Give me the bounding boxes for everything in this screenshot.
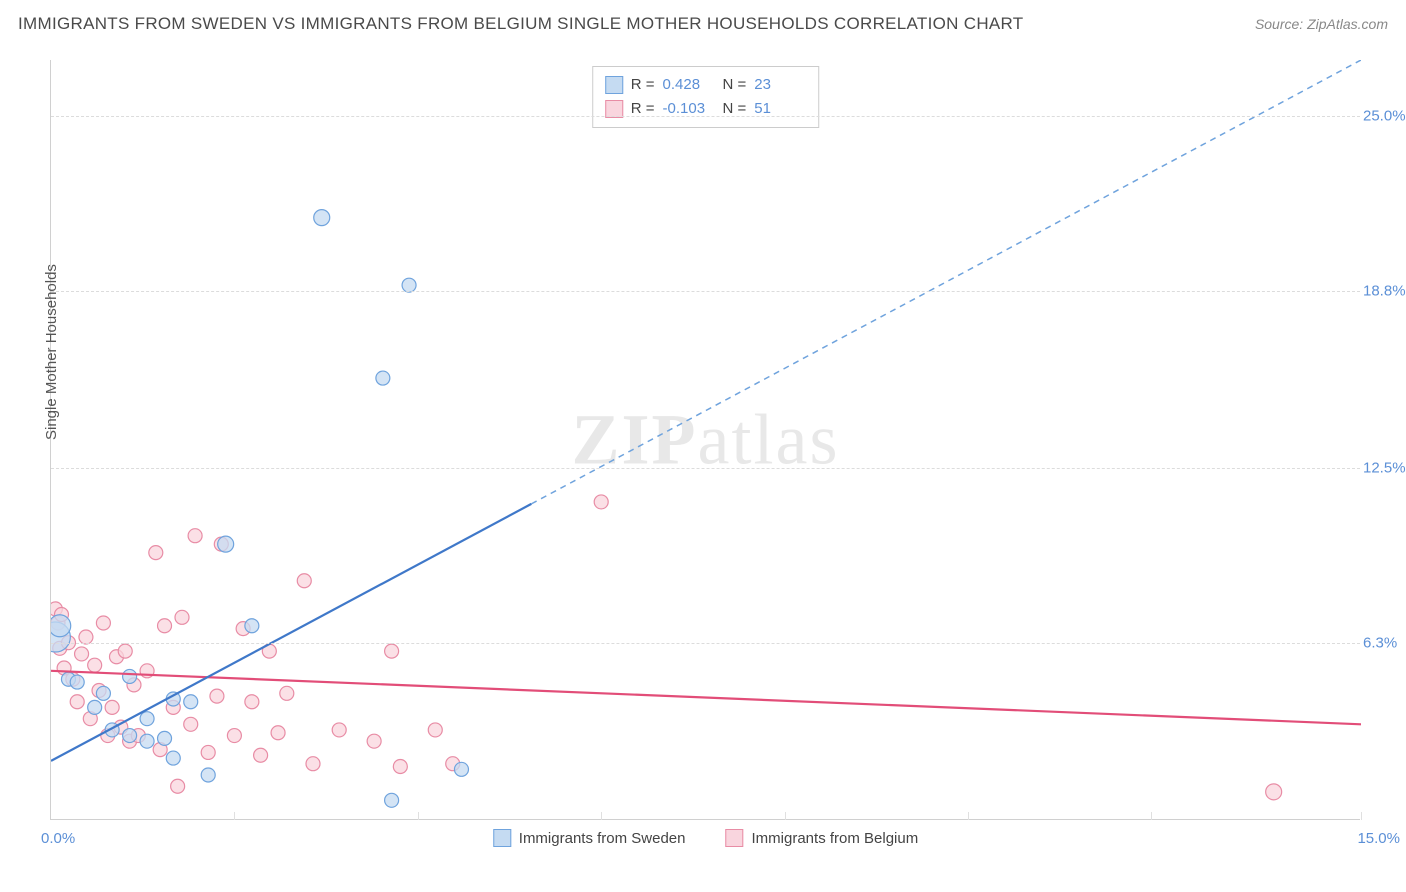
- legend-label-sweden: Immigrants from Sweden: [519, 830, 686, 847]
- legend-swatch-belgium: [726, 829, 744, 847]
- y-tick: 6.3%: [1363, 634, 1406, 651]
- source-attribution: Source: ZipAtlas.com: [1255, 16, 1388, 32]
- plot-area: Single Mother Households ZIPatlas R = 0.…: [50, 60, 1360, 820]
- stats-row-sweden: R = 0.428 N = 23: [605, 73, 807, 97]
- stats-legend-box: R = 0.428 N = 23 R = -0.103 N = 51: [592, 66, 820, 128]
- legend-item-belgium: Immigrants from Belgium: [726, 829, 919, 847]
- chart-title: IMMIGRANTS FROM SWEDEN VS IMMIGRANTS FRO…: [18, 14, 1024, 34]
- r-label: R =: [631, 97, 655, 121]
- r-value-sweden: 0.428: [663, 73, 715, 97]
- legend-swatch-sweden: [493, 829, 511, 847]
- chart-svg: [51, 60, 1361, 820]
- legend-label-belgium: Immigrants from Belgium: [752, 830, 919, 847]
- r-label: R =: [631, 73, 655, 97]
- legend-item-sweden: Immigrants from Sweden: [493, 829, 686, 847]
- y-tick: 25.0%: [1363, 108, 1406, 125]
- n-label: N =: [723, 73, 747, 97]
- bottom-legend: Immigrants from Sweden Immigrants from B…: [493, 829, 918, 847]
- x-tick-max: 15.0%: [1357, 830, 1400, 847]
- n-value-belgium: 51: [754, 97, 806, 121]
- swatch-sweden: [605, 76, 623, 94]
- r-value-belgium: -0.103: [663, 97, 715, 121]
- y-tick: 18.8%: [1363, 282, 1406, 299]
- n-label: N =: [723, 97, 747, 121]
- stats-row-belgium: R = -0.103 N = 51: [605, 97, 807, 121]
- n-value-sweden: 23: [754, 73, 806, 97]
- x-tick-min: 0.0%: [41, 830, 75, 847]
- y-tick: 12.5%: [1363, 460, 1406, 477]
